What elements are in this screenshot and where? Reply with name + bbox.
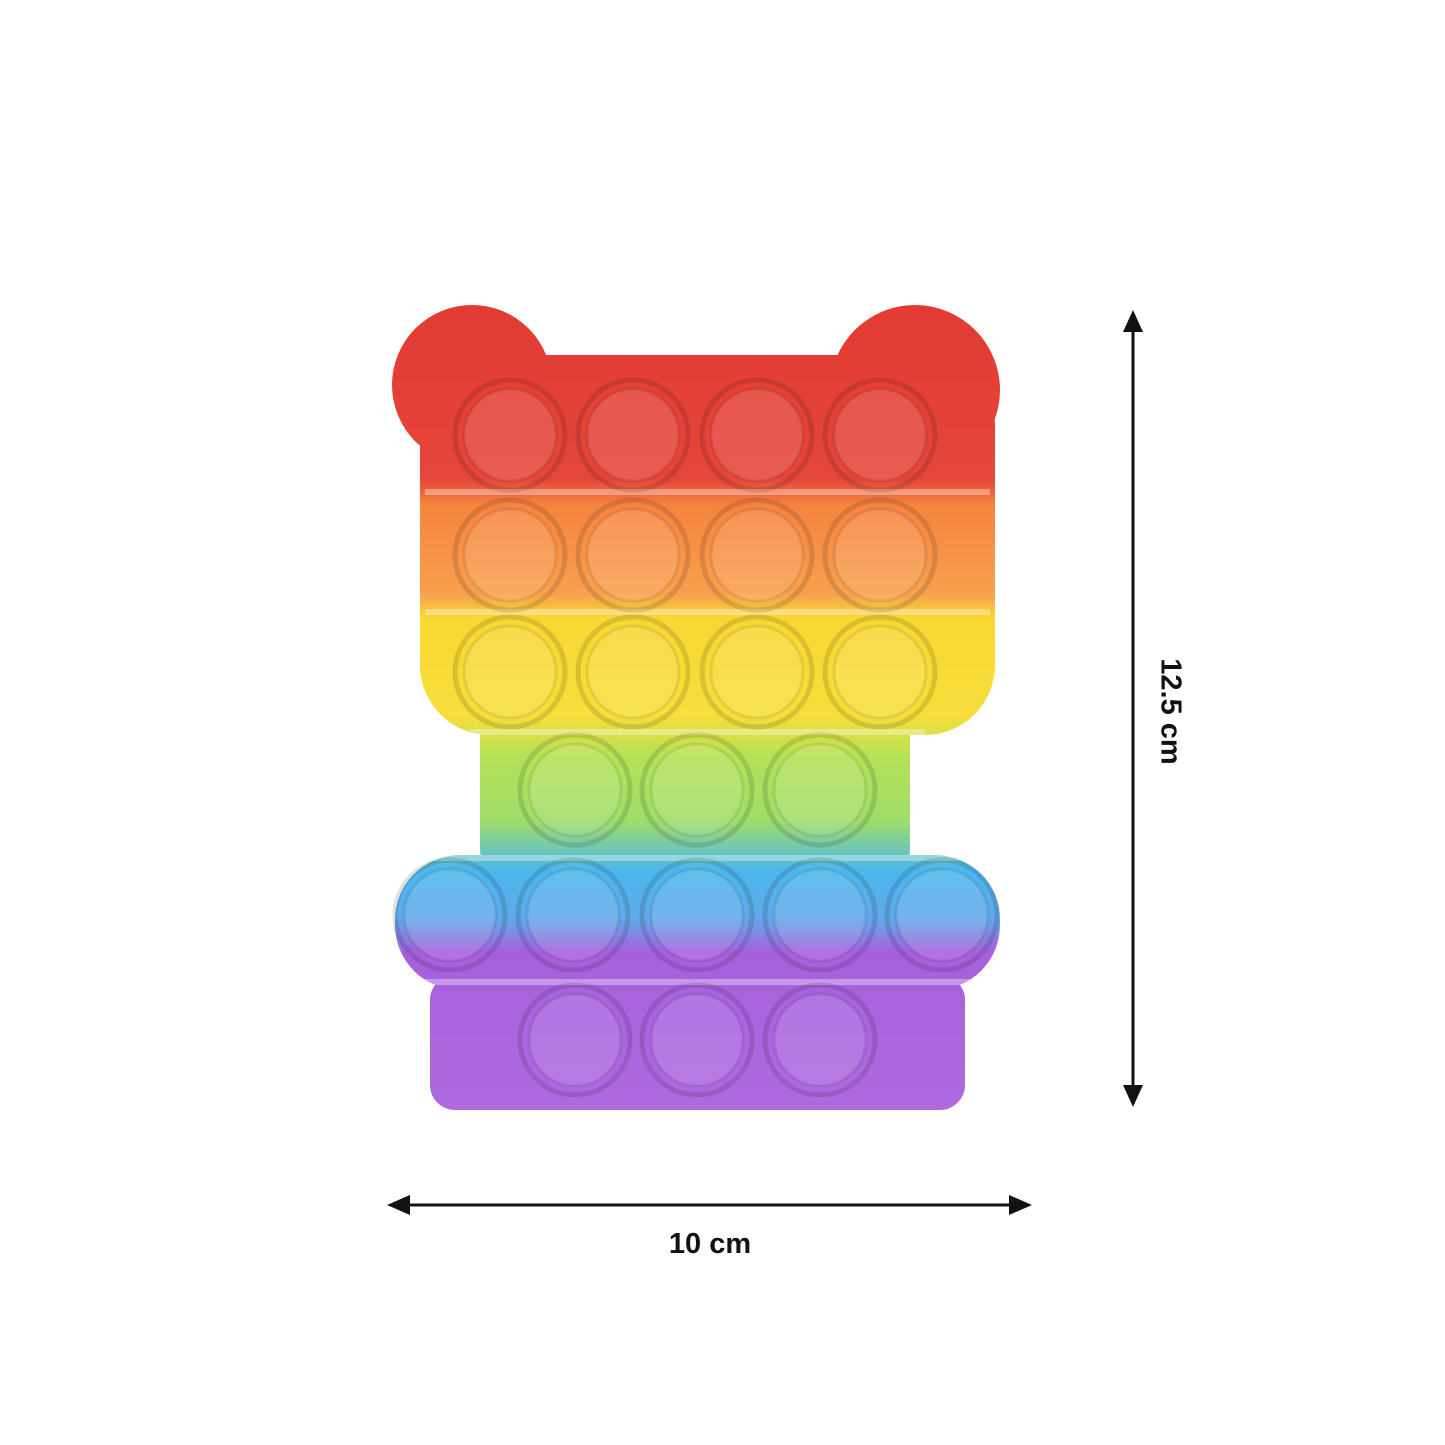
bubble-orange[interactable] <box>462 507 558 603</box>
bubble-rim <box>517 982 633 1098</box>
bubble-rim <box>699 614 815 730</box>
bubble-rim <box>575 497 691 613</box>
bubble-rim <box>517 732 633 848</box>
lower-body <box>395 855 1000 990</box>
bubble-rim <box>762 732 878 848</box>
bubble-rim <box>639 857 755 973</box>
bubble-rim <box>762 982 878 1098</box>
bubble-blue[interactable] <box>894 867 990 963</box>
bubble-red[interactable] <box>585 387 681 483</box>
row-dividers <box>400 489 1000 985</box>
width-label: 10 cm <box>668 1228 752 1260</box>
bubble-blue[interactable] <box>525 867 621 963</box>
height-label: 12.5 cm <box>1154 658 1187 765</box>
bubble-yellow[interactable] <box>585 624 681 720</box>
bubble-blue[interactable] <box>772 867 868 963</box>
bubble-rim <box>822 377 938 493</box>
bubble-rim <box>639 982 755 1098</box>
bubble-rim <box>575 614 691 730</box>
head <box>420 355 995 735</box>
bubble-rim <box>822 497 938 613</box>
bubble-orange[interactable] <box>709 507 805 603</box>
bubble-red[interactable] <box>462 387 558 483</box>
bubble-rim <box>515 857 631 973</box>
width-arrow <box>387 1195 1032 1215</box>
bubble-rim <box>452 497 568 613</box>
bubble-yellow[interactable] <box>832 624 928 720</box>
bubble-rim <box>699 497 815 613</box>
bubble-rim <box>575 377 691 493</box>
bubble-blue[interactable] <box>402 867 498 963</box>
bubble-rim <box>452 614 568 730</box>
bubble-green[interactable] <box>649 742 745 838</box>
bubble-purple[interactable] <box>527 992 623 1088</box>
bubble-yellow[interactable] <box>709 624 805 720</box>
bubble-rim <box>639 732 755 848</box>
bubble-purple[interactable] <box>649 992 745 1088</box>
bubble-rim <box>884 857 1000 973</box>
bubble-blue[interactable] <box>649 867 745 963</box>
bubble-rim <box>392 857 508 973</box>
bubbles <box>392 377 1000 1098</box>
bubble-rim <box>452 377 568 493</box>
bubble-rim <box>762 857 878 973</box>
bear-body <box>392 305 1000 1110</box>
bubble-yellow[interactable] <box>462 624 558 720</box>
bubble-red[interactable] <box>832 387 928 483</box>
bubble-green[interactable] <box>527 742 623 838</box>
bubble-green[interactable] <box>772 742 868 838</box>
bubble-rim <box>822 614 938 730</box>
waist <box>480 700 910 870</box>
bubble-rim <box>699 377 815 493</box>
base <box>430 975 965 1110</box>
bubble-purple[interactable] <box>772 992 868 1088</box>
height-arrow <box>1123 310 1143 1107</box>
bubble-orange[interactable] <box>585 507 681 603</box>
bubble-orange[interactable] <box>832 507 928 603</box>
bubble-red[interactable] <box>709 387 805 483</box>
